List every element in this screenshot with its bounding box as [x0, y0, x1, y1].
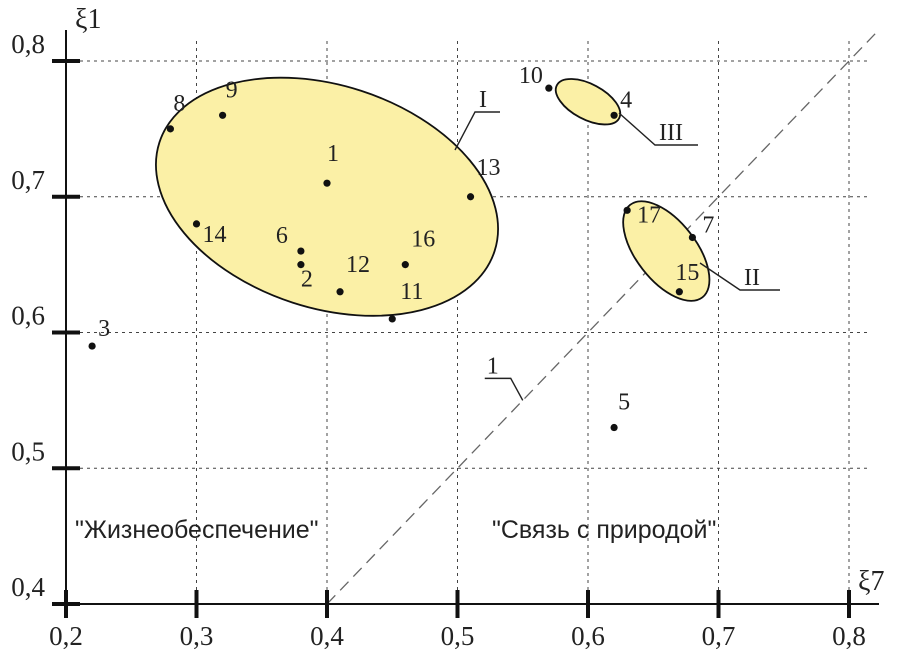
x-tick-label: 0,4: [310, 621, 344, 651]
data-point: [219, 111, 227, 119]
cluster-label: III: [659, 120, 683, 146]
y-tick-label: 0,4: [11, 572, 45, 602]
data-point: [297, 247, 305, 255]
data-point: [623, 206, 631, 214]
cluster-label: II: [744, 265, 760, 291]
y-tick-label: 0,5: [11, 436, 45, 466]
data-point: [336, 288, 344, 296]
data-point-label: 8: [173, 91, 185, 117]
data-point-label: 14: [203, 222, 227, 248]
reference-line-group: 1: [326, 33, 876, 605]
data-point-label: 7: [702, 212, 714, 238]
cluster-leader: [618, 112, 698, 146]
data-point: [466, 193, 475, 201]
data-point-label: 2: [301, 267, 313, 293]
data-point: [88, 342, 96, 350]
x-tick-label: 0,3: [180, 621, 214, 651]
data-point-label: 4: [620, 87, 632, 113]
data-point: [675, 288, 683, 296]
y-tick-label: 0,8: [11, 29, 45, 59]
data-point-label: 3: [98, 316, 110, 342]
x-axis-label: ξ7: [858, 566, 884, 597]
data-point: [401, 261, 409, 269]
data-point-label: 13: [477, 155, 501, 181]
data-point-label: 16: [411, 227, 435, 253]
y-tick-label: 0,6: [11, 301, 45, 331]
cluster-ellipse: [554, 78, 622, 126]
data-point: [192, 220, 201, 228]
x-tick-label: 0,7: [702, 621, 736, 651]
right-region-caption: "Связь с природой": [492, 516, 716, 544]
left-region-caption: "Жизнеобеспечение": [75, 516, 319, 544]
data-point: [297, 261, 305, 269]
cluster-ellipse: [155, 76, 499, 317]
y-axis-label: ξ1: [75, 4, 101, 35]
data-point: [545, 84, 553, 92]
data-point: [388, 315, 396, 323]
x-tick-label: 0,5: [441, 621, 475, 651]
chart-labels: "Жизнеобеспечение" "Связь с природой": [75, 516, 716, 544]
data-point-label: 1: [327, 141, 339, 167]
x-tick-label: 0,6: [571, 621, 605, 651]
data-point: [166, 125, 174, 133]
data-point: [323, 179, 331, 187]
data-point: [688, 233, 697, 242]
reference-line-leader: [484, 377, 524, 401]
cluster-leader: [454, 111, 500, 151]
data-point-label: 6: [276, 223, 288, 249]
cluster-label: I: [479, 87, 487, 113]
data-point-label: 15: [675, 260, 699, 286]
data-point-label: 9: [226, 77, 238, 103]
data-point-label: 10: [519, 63, 543, 89]
cluster-leader: [699, 262, 780, 291]
y-tick-label: 0,7: [11, 165, 45, 195]
x-tick-label: 0,2: [49, 621, 83, 651]
data-point: [610, 111, 618, 119]
x-tick-label: 0,8: [832, 621, 866, 651]
axes: 0,2 0,3 0,4 0,5 0,6 0,7 0,8 0,4 0,5 0,6 0,7 0,8 ξ7 ξ1: [11, 4, 884, 651]
cluster-ellipse: [622, 200, 711, 302]
data-point: [610, 423, 618, 432]
reference-line-label: 1: [487, 353, 499, 379]
data-point-label: 11: [400, 279, 423, 305]
data-point-label: 5: [618, 390, 630, 416]
data-point-label: 12: [346, 252, 370, 278]
data-point-label: 17: [637, 202, 661, 228]
